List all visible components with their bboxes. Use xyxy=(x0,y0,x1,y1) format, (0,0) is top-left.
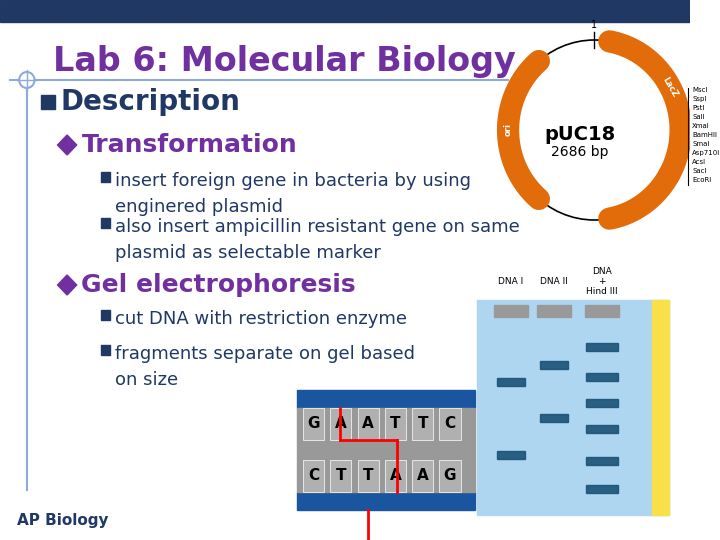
Text: pUC18: pUC18 xyxy=(544,125,616,145)
Text: AcsI: AcsI xyxy=(692,159,706,165)
Bar xyxy=(358,460,379,492)
Text: DNA: DNA xyxy=(592,267,612,276)
Text: G: G xyxy=(307,416,320,431)
Bar xyxy=(412,408,433,440)
Bar xyxy=(385,408,406,440)
Bar xyxy=(585,485,618,493)
Text: XmaI: XmaI xyxy=(692,123,710,129)
Text: Transformation: Transformation xyxy=(81,133,297,157)
Text: ori: ori xyxy=(503,124,513,137)
Bar xyxy=(101,172,110,182)
Text: 2686 bp: 2686 bp xyxy=(552,145,608,159)
Text: AP Biology: AP Biology xyxy=(17,513,109,528)
Text: T: T xyxy=(418,416,428,431)
Bar xyxy=(297,492,474,510)
Bar xyxy=(101,310,110,320)
Bar xyxy=(41,95,55,109)
Circle shape xyxy=(19,72,35,88)
Text: Hind III: Hind III xyxy=(586,287,618,296)
Text: Gel electrophoresis: Gel electrophoresis xyxy=(81,273,356,297)
Text: BamHII: BamHII xyxy=(692,132,717,138)
Text: DNA II: DNA II xyxy=(540,278,568,287)
Bar xyxy=(0,0,690,22)
Bar xyxy=(412,460,433,492)
Text: DNA I: DNA I xyxy=(498,278,523,287)
Bar xyxy=(297,408,474,492)
Polygon shape xyxy=(58,275,77,295)
Text: also insert ampicillin resistant gene on same
plasmid as selectable marker: also insert ampicillin resistant gene on… xyxy=(115,218,520,262)
Text: G: G xyxy=(444,469,456,483)
Text: SalI: SalI xyxy=(692,114,705,120)
Bar xyxy=(497,451,526,459)
Bar xyxy=(494,305,528,317)
Text: A: A xyxy=(417,469,428,483)
Text: PstI: PstI xyxy=(692,105,704,111)
Text: SacI: SacI xyxy=(692,168,706,174)
Text: SspI: SspI xyxy=(692,96,706,102)
Text: T: T xyxy=(390,416,400,431)
Bar xyxy=(303,408,324,440)
Bar xyxy=(439,408,461,440)
Bar xyxy=(652,300,669,515)
Bar xyxy=(297,390,474,408)
Polygon shape xyxy=(58,135,77,155)
Text: A: A xyxy=(362,416,374,431)
Bar xyxy=(585,399,618,407)
Text: A: A xyxy=(390,469,401,483)
Bar xyxy=(585,425,618,433)
Text: SmaI: SmaI xyxy=(692,141,709,147)
Text: EcoRI: EcoRI xyxy=(692,177,711,183)
Text: Asp710I: Asp710I xyxy=(692,150,720,156)
Bar xyxy=(585,305,619,317)
Text: MscI: MscI xyxy=(692,87,708,93)
Text: LacZ: LacZ xyxy=(660,76,679,99)
Text: T: T xyxy=(363,469,374,483)
Bar xyxy=(477,300,669,515)
Bar xyxy=(585,343,618,352)
Bar xyxy=(101,218,110,228)
Text: T: T xyxy=(336,469,346,483)
Bar xyxy=(358,408,379,440)
Bar xyxy=(540,361,569,368)
Text: C: C xyxy=(444,416,456,431)
Text: 1: 1 xyxy=(591,20,598,30)
Bar xyxy=(585,373,618,381)
Bar xyxy=(537,305,572,317)
Text: Description: Description xyxy=(60,88,240,116)
Bar xyxy=(497,377,526,386)
Text: insert foreign gene in bacteria by using
enginered plasmid: insert foreign gene in bacteria by using… xyxy=(115,172,471,217)
Text: C: C xyxy=(308,469,319,483)
Text: Lab 6: Molecular Biology: Lab 6: Molecular Biology xyxy=(53,45,516,78)
Text: +: + xyxy=(598,278,606,287)
Bar xyxy=(330,460,351,492)
Bar xyxy=(303,460,324,492)
Text: fragments separate on gel based
on size: fragments separate on gel based on size xyxy=(115,345,415,389)
Bar xyxy=(101,345,110,355)
Bar xyxy=(540,414,569,422)
Bar xyxy=(330,408,351,440)
Bar xyxy=(385,460,406,492)
Text: A: A xyxy=(335,416,347,431)
Text: cut DNA with restriction enzyme: cut DNA with restriction enzyme xyxy=(115,310,407,328)
Bar xyxy=(439,460,461,492)
Bar xyxy=(585,457,618,465)
